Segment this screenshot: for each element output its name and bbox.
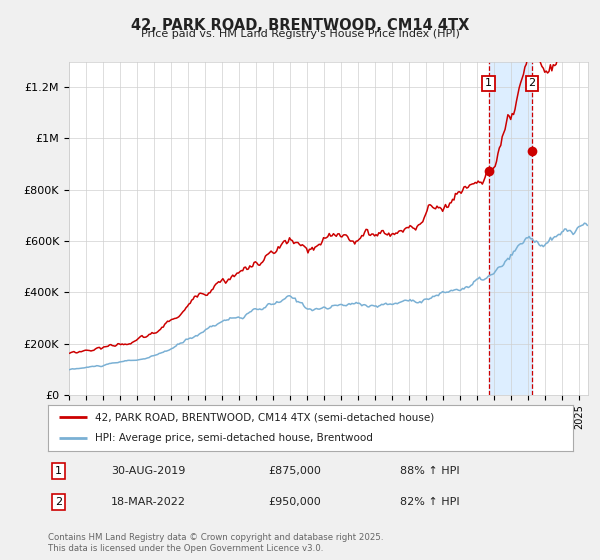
Text: Contains HM Land Registry data © Crown copyright and database right 2025.
This d: Contains HM Land Registry data © Crown c… [48, 533, 383, 553]
Text: 18-MAR-2022: 18-MAR-2022 [111, 497, 186, 507]
Text: 82% ↑ HPI: 82% ↑ HPI [400, 497, 460, 507]
Text: 2: 2 [529, 78, 536, 88]
Text: 30-AUG-2019: 30-AUG-2019 [111, 466, 185, 476]
Bar [489, 62, 532, 395]
Text: 42, PARK ROAD, BRENTWOOD, CM14 4TX: 42, PARK ROAD, BRENTWOOD, CM14 4TX [131, 18, 469, 33]
Text: HPI: Average price, semi-detached house, Brentwood: HPI: Average price, semi-detached house,… [95, 433, 373, 444]
Text: 1: 1 [55, 466, 62, 476]
Text: 1: 1 [485, 78, 492, 88]
Text: 42, PARK ROAD, BRENTWOOD, CM14 4TX (semi-detached house): 42, PARK ROAD, BRENTWOOD, CM14 4TX (semi… [95, 412, 434, 422]
Text: Price paid vs. HM Land Registry's House Price Index (HPI): Price paid vs. HM Land Registry's House … [140, 29, 460, 39]
Text: 2: 2 [55, 497, 62, 507]
Text: 88% ↑ HPI: 88% ↑ HPI [400, 466, 460, 476]
Text: £875,000: £875,000 [269, 466, 322, 476]
Text: £950,000: £950,000 [269, 497, 321, 507]
